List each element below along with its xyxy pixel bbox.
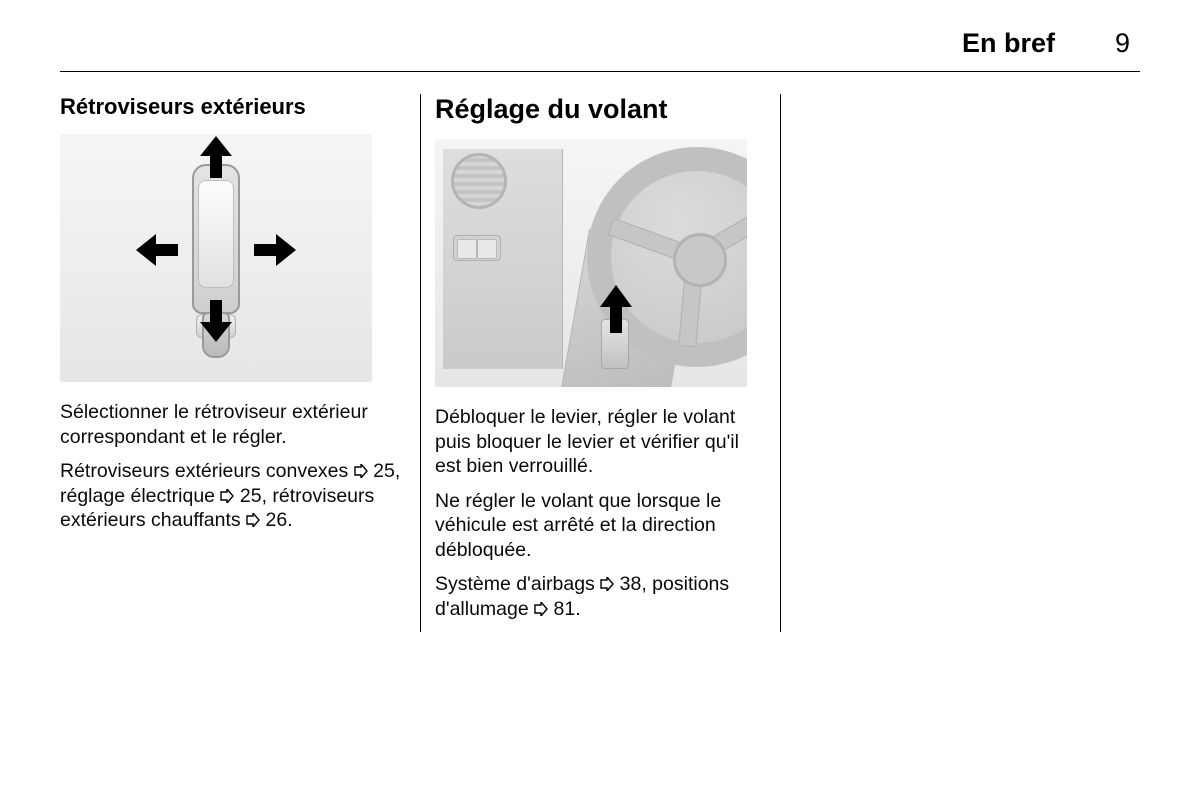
mirror-adjust-diagram	[60, 134, 372, 382]
content-columns: Rétroviseurs extérieurs	[60, 94, 1140, 632]
text: .	[575, 598, 580, 620]
text: .	[287, 509, 292, 531]
lever-arrow-icon	[435, 139, 747, 387]
col2-heading: Réglage du volant	[435, 94, 766, 125]
text: Système d'airbags	[435, 573, 600, 595]
column-3	[780, 94, 1140, 632]
col1-heading: Rétroviseurs extérieurs	[60, 94, 406, 120]
page-ref: 26	[266, 509, 288, 531]
page-ref: 25	[373, 460, 395, 482]
text: Rétroviseurs extérieurs convexes	[60, 460, 354, 482]
column-2: Réglage du volant	[420, 94, 780, 632]
page-header: En bref 9	[60, 28, 1140, 59]
steering-adjust-diagram	[435, 139, 747, 387]
page-ref-icon	[354, 464, 368, 478]
page-ref-icon	[246, 513, 260, 527]
page-ref: 38	[620, 573, 642, 595]
col2-para-1: Débloquer le levier, régler le volant pu…	[435, 405, 766, 479]
page-ref-icon	[600, 577, 614, 591]
page-ref: 25	[240, 485, 262, 507]
page-number: 9	[1115, 28, 1130, 59]
col1-para-1: Sélectionner le rétroviseur extérieur co…	[60, 400, 406, 449]
col1-para-2: Rétroviseurs extérieurs convexes 25, rég…	[60, 459, 406, 533]
page-ref: 81	[554, 598, 576, 620]
page-ref-icon	[534, 602, 548, 616]
col2-para-3: Système d'airbags 38, positions d'alluma…	[435, 572, 766, 621]
column-1: Rétroviseurs extérieurs	[60, 94, 420, 632]
section-title: En bref	[962, 28, 1055, 59]
page-ref-icon	[220, 489, 234, 503]
header-divider	[60, 71, 1140, 72]
manual-page: En bref 9 Rétroviseurs extérieurs	[0, 0, 1200, 662]
col2-para-2: Ne régler le volant que lorsque le véhic…	[435, 489, 766, 563]
adjust-arrows-icon	[60, 134, 372, 382]
